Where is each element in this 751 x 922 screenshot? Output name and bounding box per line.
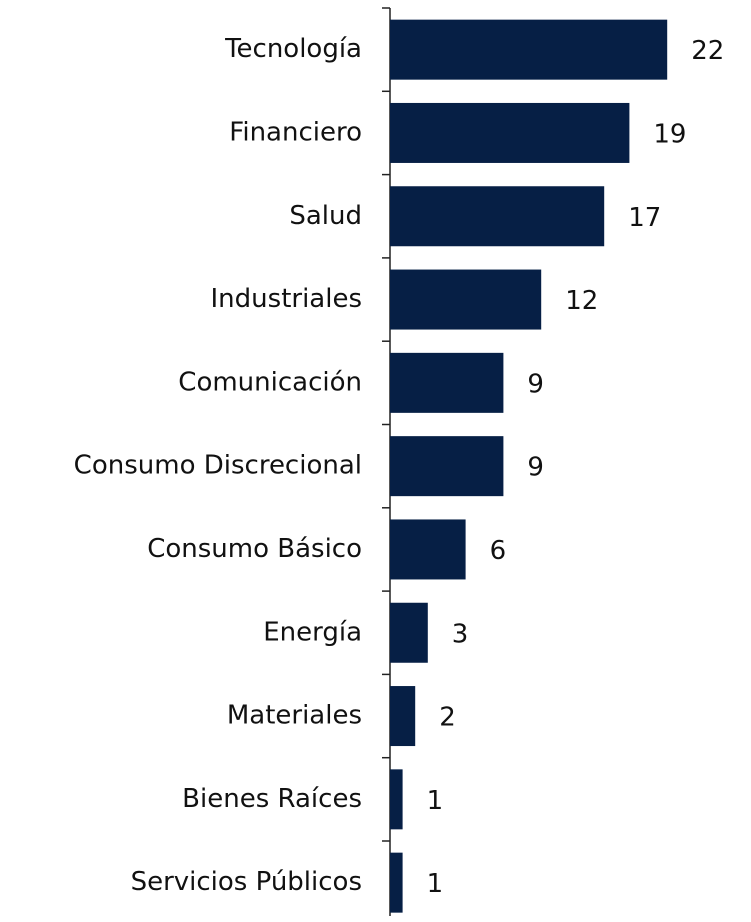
bar bbox=[390, 686, 416, 747]
category-label: Servicios Públicos bbox=[131, 867, 362, 897]
category-label: Salud bbox=[289, 201, 362, 231]
bar bbox=[390, 352, 504, 413]
category-label: Materiales bbox=[227, 701, 362, 731]
value-label: 3 bbox=[452, 619, 469, 649]
bar bbox=[390, 269, 542, 330]
bar bbox=[390, 436, 504, 497]
category-label: Industriales bbox=[211, 284, 362, 314]
category-label: Tecnología bbox=[224, 34, 362, 64]
value-label: 1 bbox=[427, 786, 444, 816]
value-label: 9 bbox=[527, 369, 544, 399]
value-label: 1 bbox=[427, 869, 444, 899]
bar bbox=[390, 769, 403, 830]
category-label: Financiero bbox=[229, 117, 362, 147]
category-label: Comunicación bbox=[178, 367, 362, 397]
bar bbox=[390, 186, 605, 247]
value-label: 6 bbox=[490, 536, 507, 566]
bar bbox=[390, 852, 403, 913]
bar bbox=[390, 102, 630, 163]
category-label: Energía bbox=[263, 617, 362, 647]
bar bbox=[390, 519, 466, 580]
bar bbox=[390, 602, 428, 663]
category-label: Consumo Básico bbox=[147, 534, 362, 564]
value-label: 22 bbox=[691, 36, 724, 66]
category-label: Consumo Discrecional bbox=[74, 451, 362, 481]
category-label: Bienes Raíces bbox=[182, 784, 362, 814]
value-label: 19 bbox=[653, 119, 686, 149]
value-label: 2 bbox=[439, 703, 456, 733]
bar bbox=[390, 19, 668, 80]
value-label: 17 bbox=[628, 203, 661, 233]
value-label: 12 bbox=[565, 286, 598, 316]
value-label: 9 bbox=[527, 453, 544, 483]
